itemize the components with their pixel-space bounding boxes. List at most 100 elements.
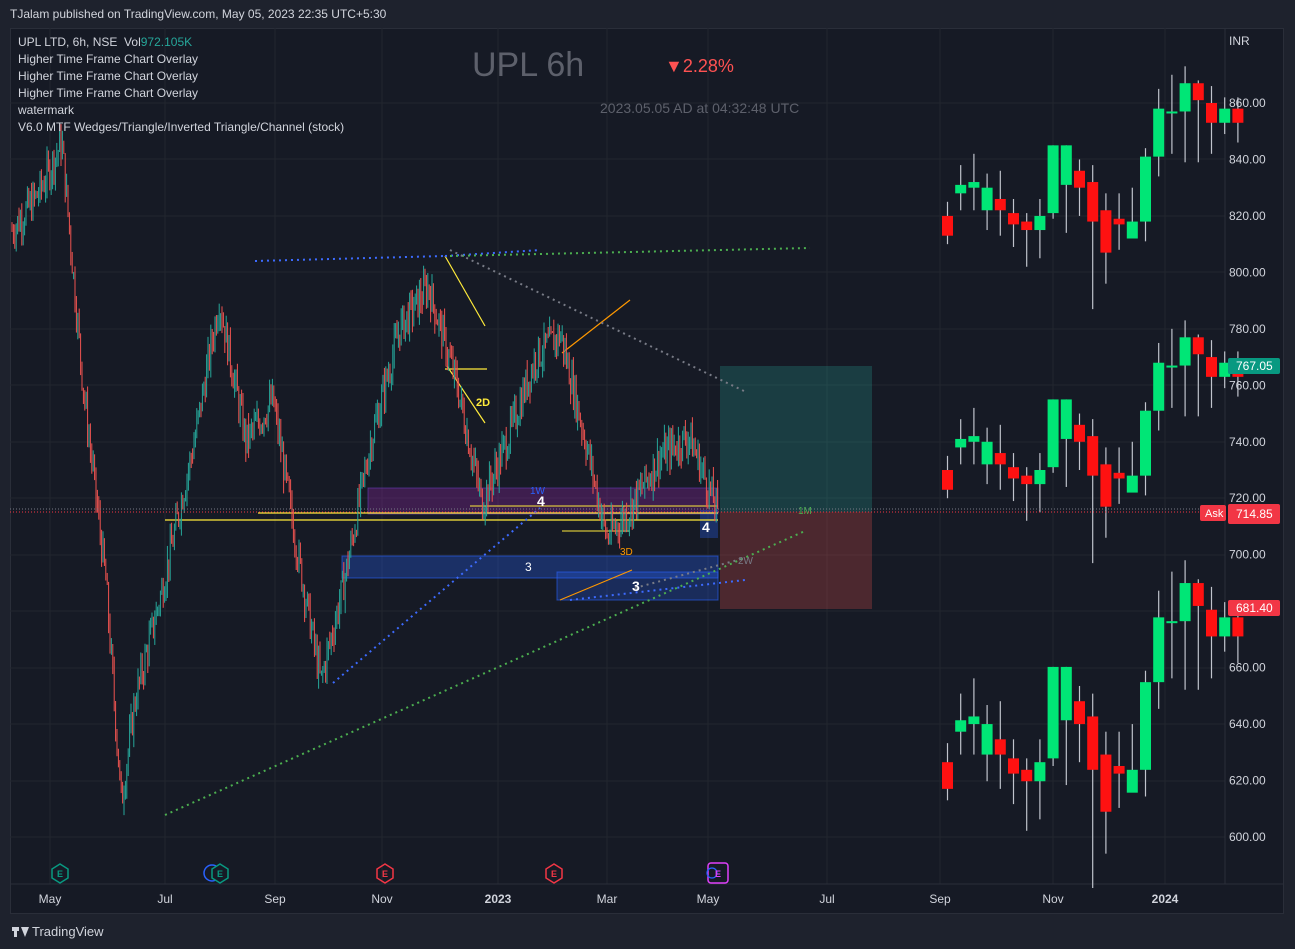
htf-candle-body: [1034, 470, 1046, 485]
volume-value: 972.105K: [140, 35, 193, 49]
htf-candle-body: [1219, 362, 1231, 377]
wedge-bottom-grey: [634, 557, 746, 589]
published-info: TJalam published on TradingView.com, May…: [10, 7, 387, 21]
annotation-1m: 1M: [798, 506, 812, 517]
htf-candle-body: [1021, 769, 1033, 782]
htf-candle-body: [968, 436, 980, 442]
trend-line-orange-1: [561, 299, 631, 354]
annotation-1w: 1W: [530, 486, 546, 497]
htf-candle-body: [1100, 464, 1112, 507]
price-tick-label: 600.00: [1229, 830, 1266, 844]
htf-candle-body: [1074, 701, 1085, 725]
htf-candle-body: [1074, 170, 1085, 188]
htf-candle-body: [1047, 666, 1059, 759]
htf-candle-body: [1126, 769, 1138, 793]
earnings-icon: E: [376, 863, 394, 884]
htf-candle-body: [1192, 83, 1204, 101]
symbol-line[interactable]: UPL LTD, 6h, NSE Vol972.105K: [18, 35, 193, 49]
price-chart[interactable]: 2D 1W 4 4 3 3 3D 1M 2W E E E E E 860.008…: [10, 28, 1284, 914]
htf-candle-body: [968, 716, 980, 725]
htf-candle-body: [1153, 617, 1165, 683]
stop-price-label: 681.40: [1236, 601, 1273, 615]
htf-candle-body: [1192, 583, 1204, 606]
htf-candle-body: [1087, 182, 1099, 222]
htf-candle-body: [1153, 362, 1165, 411]
target-price-tag: [1228, 358, 1280, 374]
time-tick-label: Sep: [264, 892, 286, 906]
htf-candle-body: [955, 184, 967, 194]
htf-candle-body: [1140, 410, 1151, 476]
grid: [10, 28, 1225, 884]
price-tick-label: 820.00: [1229, 209, 1266, 223]
stop-price-tag: [1228, 600, 1280, 616]
indicator-item[interactable]: Higher Time Frame Chart Overlay: [18, 86, 199, 100]
svg-text:E: E: [715, 869, 721, 879]
currency-label: INR: [1229, 34, 1250, 48]
htf-candle-body: [955, 720, 967, 732]
indicator-item[interactable]: Higher Time Frame Chart Overlay: [18, 69, 199, 83]
price-tick-label: 740.00: [1229, 435, 1266, 449]
htf-candle-body: [942, 762, 953, 789]
htf-candle-body: [1100, 210, 1112, 253]
htf-candle-body: [1087, 436, 1099, 476]
htf-candle-body: [942, 215, 953, 236]
htf-candle-body: [1166, 111, 1178, 114]
htf-candle-body: [981, 187, 993, 211]
htf-candle-body: [1087, 716, 1099, 770]
htf-candle-body: [1047, 145, 1059, 214]
target-zone: [720, 366, 872, 512]
earnings-icon: E: [545, 863, 563, 884]
brand[interactable]: TradingView: [12, 924, 104, 939]
chart-legend: UPL LTD, 6h, NSE Vol972.105K Higher Time…: [18, 34, 344, 136]
time-tick-label: Sep: [929, 892, 951, 906]
ask-tag: [1200, 505, 1226, 521]
htf-candle-body: [1060, 666, 1072, 721]
svg-text:E: E: [382, 869, 388, 879]
htf-candle-body: [1100, 754, 1112, 812]
htf-candle-body: [994, 739, 1006, 755]
price-tick-label: 780.00: [1229, 322, 1266, 336]
earnings-icon: E: [211, 863, 229, 884]
tradingview-logo-icon: [12, 926, 29, 937]
htf-candle-body: [1192, 337, 1204, 355]
htf-candle-body: [1021, 221, 1033, 231]
wedge-top-blue-2: [444, 249, 541, 257]
price-change: ▼2.28%: [665, 56, 734, 76]
target-price-label: 767.05: [1236, 359, 1273, 373]
time-tick-label: Jul: [819, 892, 834, 906]
htf-candle-body: [1034, 215, 1046, 231]
svg-text:E: E: [551, 869, 557, 879]
svg-text:E: E: [57, 869, 63, 879]
earnings-icon: E: [706, 862, 729, 884]
stop-zone: [720, 512, 872, 609]
brand-name: TradingView: [32, 924, 104, 939]
htf-candle-body: [1179, 83, 1191, 112]
htf-candle-body: [1060, 399, 1072, 439]
watermark-title: UPL 6h: [472, 46, 585, 84]
htf-candle-body: [1140, 682, 1151, 770]
time-tick-label: Nov: [1042, 892, 1063, 906]
indicator-item[interactable]: V6.0 MTF Wedges/Triangle/Inverted Triang…: [18, 120, 345, 134]
htf-candle-body: [1232, 617, 1244, 637]
price-axis: 860.00 840.00 820.00 800.00 780.00 760.00 740.…: [1229, 96, 1266, 844]
htf-candle-body: [968, 182, 980, 188]
ask-label: Ask: [1205, 508, 1224, 520]
htf-candle-body: [1113, 765, 1125, 774]
htf-candle-body: [1219, 108, 1231, 123]
indicator-item[interactable]: Higher Time Frame Chart Overlay: [18, 52, 199, 66]
time-tick-label: May: [697, 892, 720, 906]
htf-candle-body: [942, 470, 953, 490]
annotation-3d: 3D: [620, 547, 633, 558]
price-tick-label: 620.00: [1229, 774, 1266, 788]
htf-candle-body: [1166, 365, 1178, 368]
time-tick-label: Mar: [597, 892, 618, 906]
current-price-label: 714.85: [1236, 507, 1273, 521]
htf-candle-body: [994, 198, 1006, 211]
htf-candle-body: [1219, 617, 1231, 637]
htf-candle-body: [1060, 145, 1072, 185]
htf-candle-body: [1140, 156, 1151, 222]
bottom-bar: TradingView: [0, 914, 1295, 949]
annotation-2d: 2D: [476, 397, 490, 409]
indicator-item[interactable]: watermark: [18, 103, 75, 117]
earnings-markers: E E E E E: [51, 862, 729, 884]
